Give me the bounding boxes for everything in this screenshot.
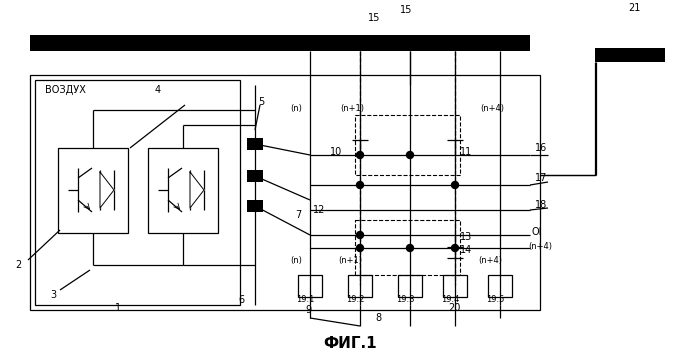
Text: ВОЗДУХ: ВОЗДУХ: [45, 85, 86, 95]
Circle shape: [407, 152, 414, 159]
Text: ФИГ.1: ФИГ.1: [323, 337, 377, 352]
Text: (n+4): (n+4): [480, 103, 504, 113]
Text: 19.4: 19.4: [441, 296, 459, 304]
Circle shape: [356, 182, 363, 188]
Text: (n+1): (n+1): [340, 103, 364, 113]
Text: 1: 1: [115, 303, 121, 313]
Circle shape: [452, 182, 458, 188]
Polygon shape: [100, 172, 114, 208]
Text: 4: 4: [155, 85, 161, 95]
Text: (n): (n): [290, 103, 302, 113]
Text: (n+4): (n+4): [478, 256, 502, 264]
Text: 9: 9: [305, 305, 311, 315]
Text: 2: 2: [15, 260, 21, 270]
Circle shape: [356, 245, 363, 251]
Text: 12: 12: [313, 205, 326, 215]
Text: 7: 7: [295, 210, 301, 220]
Text: 11: 11: [460, 147, 473, 157]
Text: 15: 15: [368, 13, 380, 23]
Text: 19.3: 19.3: [396, 296, 414, 304]
Circle shape: [356, 232, 363, 239]
Text: 20: 20: [448, 303, 461, 313]
Bar: [443, 275, 467, 297]
Text: 17: 17: [535, 173, 547, 183]
Text: (n): (n): [290, 256, 302, 264]
Bar: [30, 75, 540, 310]
Bar: [247, 138, 263, 150]
Text: 13: 13: [460, 232, 473, 242]
Text: 3: 3: [50, 290, 56, 300]
Text: 19.2: 19.2: [346, 296, 365, 304]
Text: 19.5: 19.5: [486, 296, 505, 304]
Bar: [488, 275, 512, 297]
Bar: [398, 275, 422, 297]
Circle shape: [356, 152, 363, 159]
Text: 14: 14: [460, 245, 473, 255]
Text: 6: 6: [238, 295, 244, 305]
Text: 5: 5: [258, 97, 265, 107]
Bar: [247, 200, 263, 212]
Text: 8: 8: [375, 313, 381, 323]
Text: (n+1): (n+1): [338, 256, 362, 264]
Text: 18: 18: [535, 200, 547, 210]
Bar: [247, 170, 263, 182]
Text: 15: 15: [400, 5, 412, 15]
Circle shape: [452, 245, 458, 251]
Bar: [58, 148, 128, 233]
Text: 10: 10: [330, 147, 342, 157]
Bar: [348, 275, 372, 297]
Text: 19.1: 19.1: [296, 296, 314, 304]
Bar: [148, 148, 218, 233]
Text: 16: 16: [535, 143, 547, 153]
Polygon shape: [190, 172, 204, 208]
Text: 21: 21: [628, 3, 640, 13]
Text: (n+4): (n+4): [528, 242, 552, 251]
Bar: [595, 48, 665, 62]
Bar: [298, 275, 322, 297]
Circle shape: [407, 245, 414, 251]
Bar: [35, 80, 240, 305]
Text: ОI: ОI: [532, 227, 542, 237]
Bar: [30, 35, 530, 51]
